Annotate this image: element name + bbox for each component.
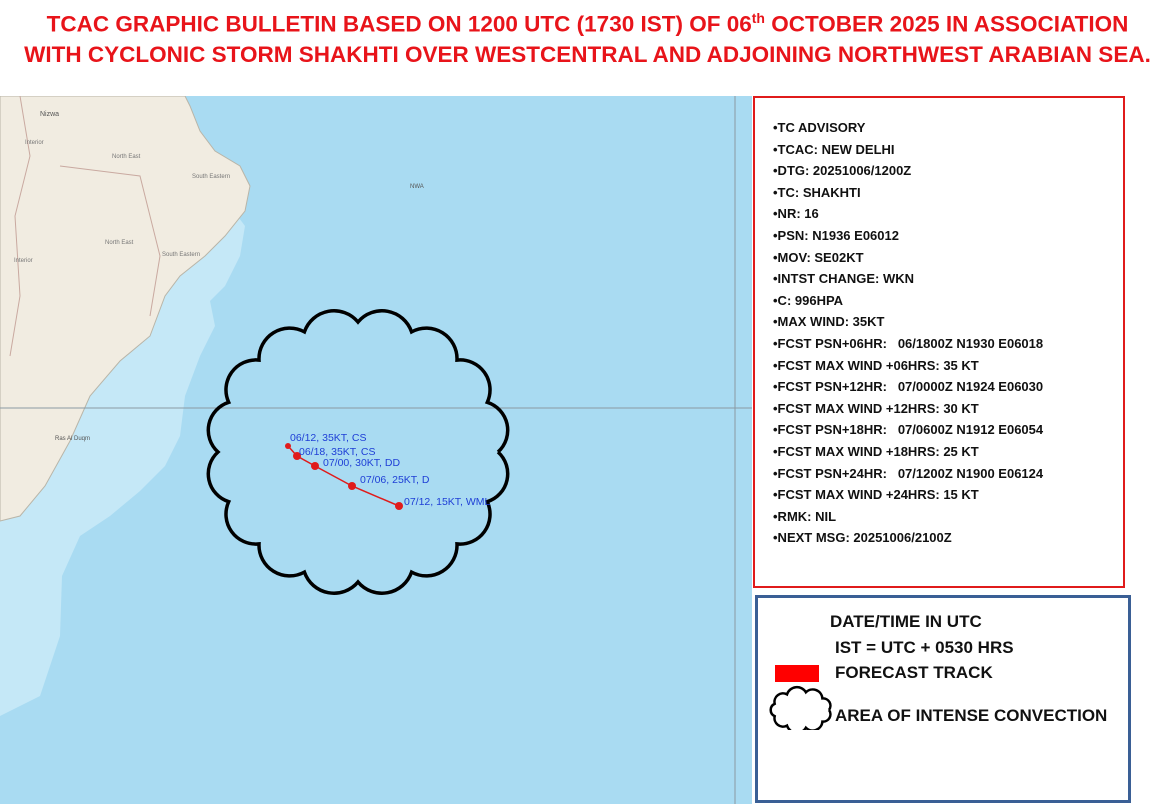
title-line-2: WITH CYCLONIC STORM SHAKHTI OVER WESTCEN… (24, 42, 1151, 67)
advisory-line: •RMK: NIL (773, 508, 837, 524)
legend-text: AREA OF INTENSE CONVECTION (835, 706, 1108, 725)
advisory-line: •FCST MAX WIND +18HRS: 25 KT (773, 444, 979, 459)
advisory-line: •NEXT MSG: 20251006/2100Z (773, 530, 952, 546)
advisory-line: •FCST PSN+12HR: 07/0000Z N1924 E06030 (773, 379, 1044, 395)
advisory-line: •DTG: 20251006/1200Z (773, 163, 912, 179)
track-point (311, 462, 319, 470)
advisory-line: •INTST CHANGE: WKN (773, 271, 915, 287)
track-label: 06/18, 35KT, CS (299, 446, 375, 458)
advisory-line: •FCST MAX WIND +12HRS: 30 KT (773, 400, 979, 416)
legend-text: DATE/TIME IN UTC (830, 612, 982, 631)
place-label: Ras Al Duqm (55, 436, 90, 442)
legend-track-swatch (775, 665, 819, 682)
advisory-line: •TC: SHAKHTI (773, 184, 861, 200)
track-point (285, 443, 291, 449)
advisory-line: •FCST MAX WIND +24HRS: 15 KT (773, 487, 979, 503)
border (9, 96, 31, 357)
legend-icons (769, 665, 832, 730)
place-label: Interior (25, 140, 44, 146)
place-label: South Eastern (192, 174, 230, 180)
advisory-line: •NR: 16 (773, 206, 819, 222)
advisory-line: •MAX WIND: 35KT (773, 314, 885, 330)
track-label: 06/12, 35KT, CS (290, 432, 366, 444)
track-point (348, 482, 356, 490)
place-label: South Eastern (162, 252, 200, 258)
title-text: TCAC GRAPHIC BULLETIN BASED ON 1200 UTC … (46, 11, 752, 37)
legend-text: FORECAST TRACK (835, 663, 993, 682)
convection-area (206, 309, 510, 595)
map: Nizwa Interior North East South Eastern … (0, 96, 752, 804)
advisory-line: •MOV: SE02KT (773, 249, 864, 265)
track-point (293, 452, 301, 460)
title-sup: th (751, 10, 765, 26)
place-label: North East (112, 154, 141, 160)
place-label: Nizwa (40, 111, 59, 118)
title-line-1: TCAC GRAPHIC BULLETIN BASED ON 1200 UTC … (0, 10, 1175, 38)
track-point (395, 502, 403, 510)
border (59, 165, 161, 317)
track-label: 07/12, 15KT, WML (404, 496, 491, 508)
legend-text: IST = UTC + 0530 HRS (835, 638, 1014, 657)
land (0, 96, 251, 522)
advisory-line: •PSN: N1936 E06012 (773, 228, 899, 243)
title-text: OCTOBER 2025 IN ASSOCIATION (764, 11, 1129, 37)
advisory-box: •TC ADVISORY •TCAC: NEW DELHI •DTG: 202510… (753, 96, 1125, 588)
place-label: North East (105, 240, 134, 246)
advisory-line: •FCST PSN+18HR: 07/0600Z N1912 E06054 (773, 422, 1044, 438)
advisory-line: •C: 996HPA (773, 292, 844, 308)
legend-box: DATE/TIME IN UTC IST = UTC + 0530 HRS FO… (755, 595, 1131, 803)
place-label: NWA (410, 184, 424, 190)
advisory-line: •TC ADVISORY (773, 120, 866, 135)
track-label: 07/06, 25KT, D (360, 474, 430, 486)
track-label: 07/00, 30KT, DD (323, 457, 400, 469)
legend-cloud (769, 685, 832, 730)
advisory-line: •TCAC: NEW DELHI (773, 141, 895, 157)
advisory-line: •FCST PSN+06HR: 06/1800Z N1930 E06018 (773, 336, 1044, 351)
place-label: Interior (14, 258, 33, 264)
advisory-line: •FCST PSN+24HR: 07/1200Z N1900 E06124 (773, 465, 1044, 481)
advisory-line: •FCST MAX WIND +06HRS: 35 KT (773, 357, 979, 373)
